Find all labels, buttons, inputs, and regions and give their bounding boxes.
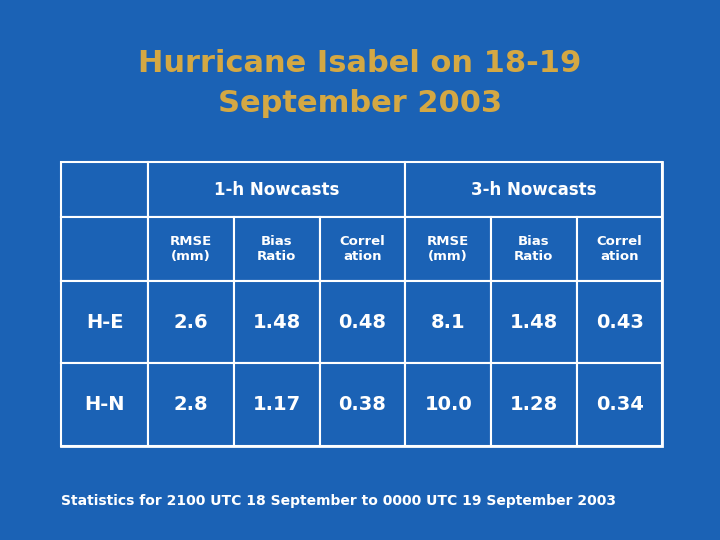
Text: 2.8: 2.8 bbox=[174, 395, 209, 414]
Bar bbox=[234, 281, 320, 363]
Text: 1.17: 1.17 bbox=[253, 395, 301, 414]
Bar bbox=[320, 363, 405, 446]
Text: RMSE
(mm): RMSE (mm) bbox=[170, 235, 212, 263]
Text: 8.1: 8.1 bbox=[431, 313, 466, 332]
Bar bbox=[405, 363, 491, 446]
Text: Bias
Ratio: Bias Ratio bbox=[257, 235, 297, 263]
Text: 0.34: 0.34 bbox=[595, 395, 644, 414]
Bar bbox=[577, 217, 662, 281]
Text: 2.6: 2.6 bbox=[174, 313, 209, 332]
Bar bbox=[405, 281, 491, 363]
Bar bbox=[405, 217, 491, 281]
Bar bbox=[61, 162, 148, 217]
Text: Hurricane Isabel on 18-19
September 2003: Hurricane Isabel on 18-19 September 2003 bbox=[138, 49, 582, 118]
Bar bbox=[405, 162, 662, 217]
Text: 1-h Nowcasts: 1-h Nowcasts bbox=[214, 181, 340, 199]
Bar bbox=[320, 217, 405, 281]
Bar bbox=[61, 281, 148, 363]
Text: H-E: H-E bbox=[86, 313, 124, 332]
Text: 10.0: 10.0 bbox=[424, 395, 472, 414]
Bar bbox=[148, 281, 234, 363]
Bar bbox=[234, 217, 320, 281]
Bar bbox=[491, 363, 577, 446]
Text: 1.48: 1.48 bbox=[253, 313, 301, 332]
Text: 0.43: 0.43 bbox=[595, 313, 644, 332]
Text: 1.48: 1.48 bbox=[510, 313, 558, 332]
Bar bbox=[491, 281, 577, 363]
Bar bbox=[491, 217, 577, 281]
Text: 0.48: 0.48 bbox=[338, 313, 387, 332]
Bar bbox=[61, 217, 148, 281]
Text: Correl
ation: Correl ation bbox=[597, 235, 642, 263]
Text: Statistics for 2100 UTC 18 September to 0000 UTC 19 September 2003: Statistics for 2100 UTC 18 September to … bbox=[61, 494, 616, 508]
Text: 3-h Nowcasts: 3-h Nowcasts bbox=[471, 181, 597, 199]
Bar bbox=[234, 363, 320, 446]
Text: Bias
Ratio: Bias Ratio bbox=[514, 235, 554, 263]
Bar bbox=[61, 363, 148, 446]
Bar bbox=[148, 363, 234, 446]
Text: H-N: H-N bbox=[84, 395, 125, 414]
Bar bbox=[148, 217, 234, 281]
Text: Correl
ation: Correl ation bbox=[340, 235, 385, 263]
Text: 1.28: 1.28 bbox=[510, 395, 558, 414]
Text: 0.38: 0.38 bbox=[338, 395, 387, 414]
Bar bbox=[320, 281, 405, 363]
Bar bbox=[577, 363, 662, 446]
Bar bbox=[577, 281, 662, 363]
Bar bbox=[148, 162, 405, 217]
Bar bbox=[61, 162, 662, 445]
Text: RMSE
(mm): RMSE (mm) bbox=[427, 235, 469, 263]
